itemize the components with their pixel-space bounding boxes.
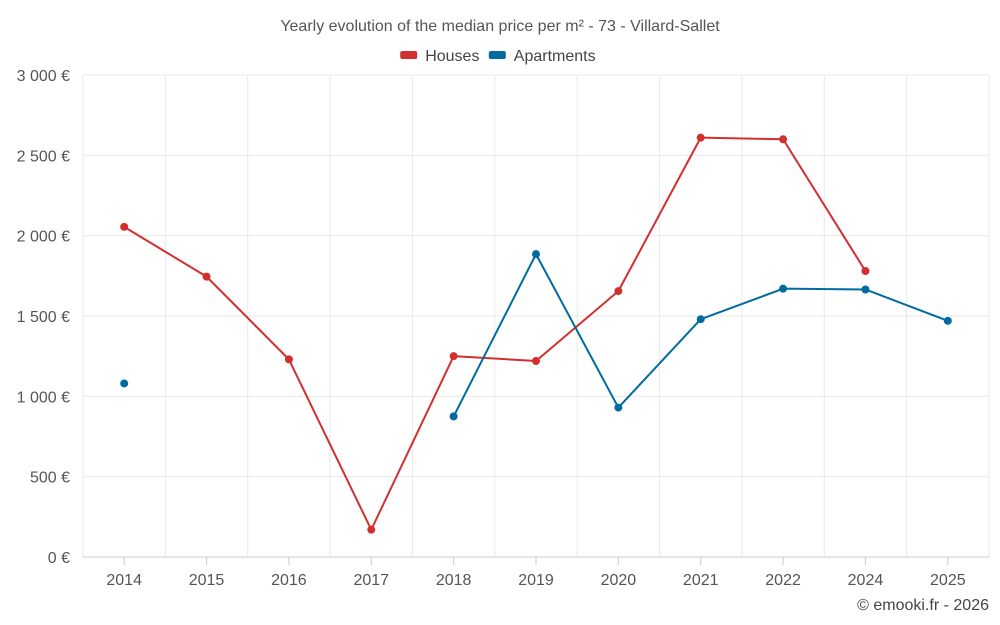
apartments-point [696,315,705,324]
houses-point [614,287,623,296]
chart-credit: © emooki.fr - 2026 [857,597,989,614]
gridlines [82,74,990,557]
legend-label-apartments: Apartments [514,48,596,65]
legend-swatch-apartments [488,51,506,59]
apartments-point [614,403,623,412]
apartments-point [779,284,788,293]
series-layer [120,133,952,534]
legend-item-apartments: Apartments [488,48,596,65]
x-tick-label: 2017 [353,572,389,589]
houses-point [120,222,129,231]
y-tick-label: 2 000 € [17,229,70,246]
apartments-point [120,379,129,388]
x-tick-label: 2014 [106,572,142,589]
houses-point [696,133,705,142]
series-houses [120,133,870,534]
axes: 0 € 500 € 1 000 € 1 500 € 2 000 € 2 500 € 3 00… [17,68,989,589]
houses-point [284,355,293,364]
x-tick-label: 2020 [601,572,637,589]
y-tick-label: 0 € [48,550,70,567]
apartments-point [449,412,458,421]
y-tick-label: 2 500 € [17,148,70,165]
apartments-line [452,253,949,417]
y-tick-label: 1 500 € [17,309,70,326]
legend-swatch-houses [400,51,418,59]
legend: Houses Apartments [400,48,596,65]
y-tick-label: 500 € [30,470,70,487]
series-apartments [120,250,952,421]
x-tick-label: 2019 [518,572,554,589]
y-tick-label: 1 000 € [17,389,70,406]
houses-point [367,525,376,534]
x-tick-label: 2022 [765,572,801,589]
x-tick-label: 2024 [848,572,884,589]
houses-line [123,136,867,531]
apartments-point [943,316,952,325]
y-tick-label: 3 000 € [17,68,70,85]
x-tick-label: 2025 [930,572,966,589]
x-tick-label: 2021 [683,572,719,589]
houses-point [449,352,458,361]
houses-point [532,356,540,365]
chart-title: Yearly evolution of the median price per… [280,18,720,35]
legend-item-houses: Houses [400,48,479,65]
legend-label-houses: Houses [425,48,479,65]
apartments-point [532,250,540,259]
x-tick-label: 2018 [436,572,472,589]
houses-point [861,267,870,276]
apartments-point [861,285,870,294]
x-tick-label: 2015 [189,572,225,589]
houses-point [779,135,788,144]
x-tick-label: 2016 [271,572,307,589]
houses-point [202,272,211,281]
